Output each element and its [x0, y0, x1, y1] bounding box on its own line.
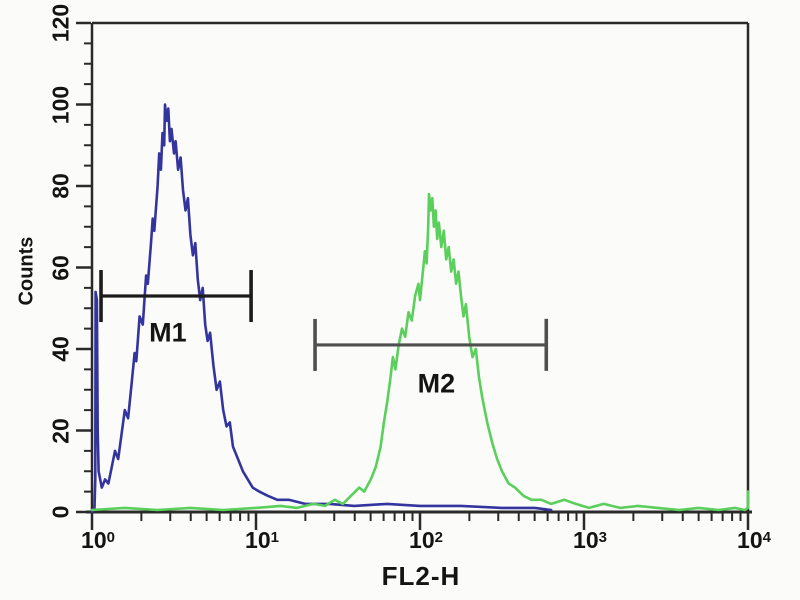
y-tick-label: 80	[47, 173, 74, 199]
y-tick-label: 0	[47, 505, 74, 519]
x-tick-label: 101	[245, 527, 279, 553]
series-curve-green-peak	[90, 192, 750, 512]
y-axis-title: Counts	[15, 236, 38, 306]
y-tick-label: 120	[47, 3, 74, 43]
x-tick-label: 102	[409, 527, 443, 553]
gate-label-m2: M2	[417, 368, 456, 399]
y-tick-label: 100	[47, 85, 74, 124]
x-tick-label: 100	[81, 527, 115, 553]
x-tick-label: 104	[737, 527, 771, 553]
x-tick-label: 103	[573, 527, 607, 553]
y-tick-label: 20	[47, 417, 74, 444]
y-tick-label: 60	[47, 254, 74, 281]
gate-label-m1: M1	[149, 317, 187, 348]
x-axis-title: FL2-H	[381, 561, 461, 591]
y-tick-label: 40	[47, 336, 74, 362]
series-curve-blue-peak	[90, 103, 553, 514]
